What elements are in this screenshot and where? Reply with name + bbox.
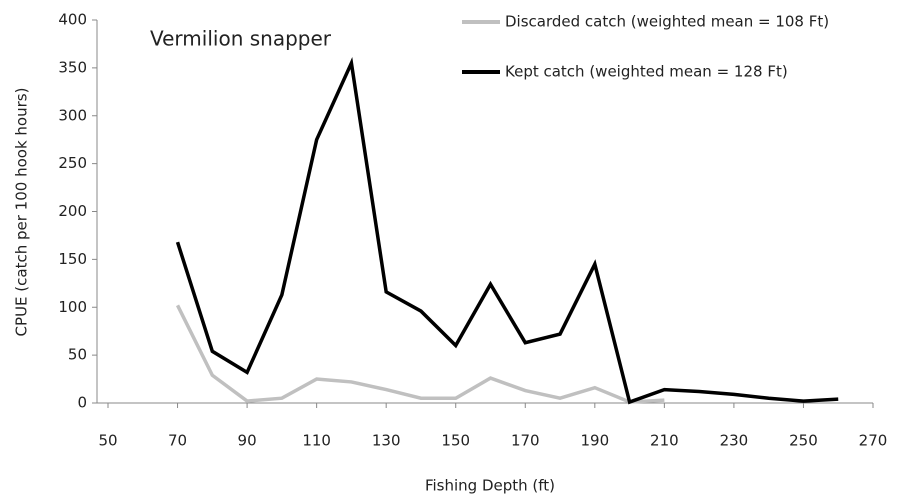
series-line: [175, 304, 665, 404]
series-line: [175, 56, 839, 405]
y-tick-label: 100: [58, 298, 87, 316]
y-axis-label: CPUE (catch per 100 hook hours): [13, 88, 31, 337]
y-tick-label: 400: [58, 11, 87, 29]
x-tick-label: 250: [789, 432, 818, 450]
y-tick-label: 350: [58, 58, 87, 76]
x-tick-label: 130: [372, 432, 401, 450]
x-tick-label: 270: [859, 432, 888, 450]
x-tick-label: 70: [168, 432, 187, 450]
y-tick-label: 0: [77, 394, 87, 412]
x-tick-label: 110: [302, 432, 331, 450]
x-tick-label: 190: [580, 432, 609, 450]
y-tick-label: 200: [58, 202, 87, 220]
x-tick-label: 230: [720, 432, 749, 450]
y-tick-label: 300: [58, 106, 87, 124]
x-tick-label: 210: [650, 432, 679, 450]
x-axis-label: Fishing Depth (ft): [425, 477, 555, 495]
x-tick-label: 90: [238, 432, 257, 450]
x-tick-label: 150: [441, 432, 470, 450]
y-tick-label: 50: [68, 346, 87, 364]
legend-label: Kept catch (weighted mean = 128 Ft): [505, 63, 788, 81]
y-tick-label: 250: [58, 154, 87, 172]
x-tick-label: 170: [511, 432, 540, 450]
legend-label: Discarded catch (weighted mean = 108 Ft): [505, 13, 829, 31]
annotation: Vermilion snapper: [150, 27, 332, 51]
x-tick-label: 50: [98, 432, 117, 450]
y-tick-label: 150: [58, 250, 87, 268]
